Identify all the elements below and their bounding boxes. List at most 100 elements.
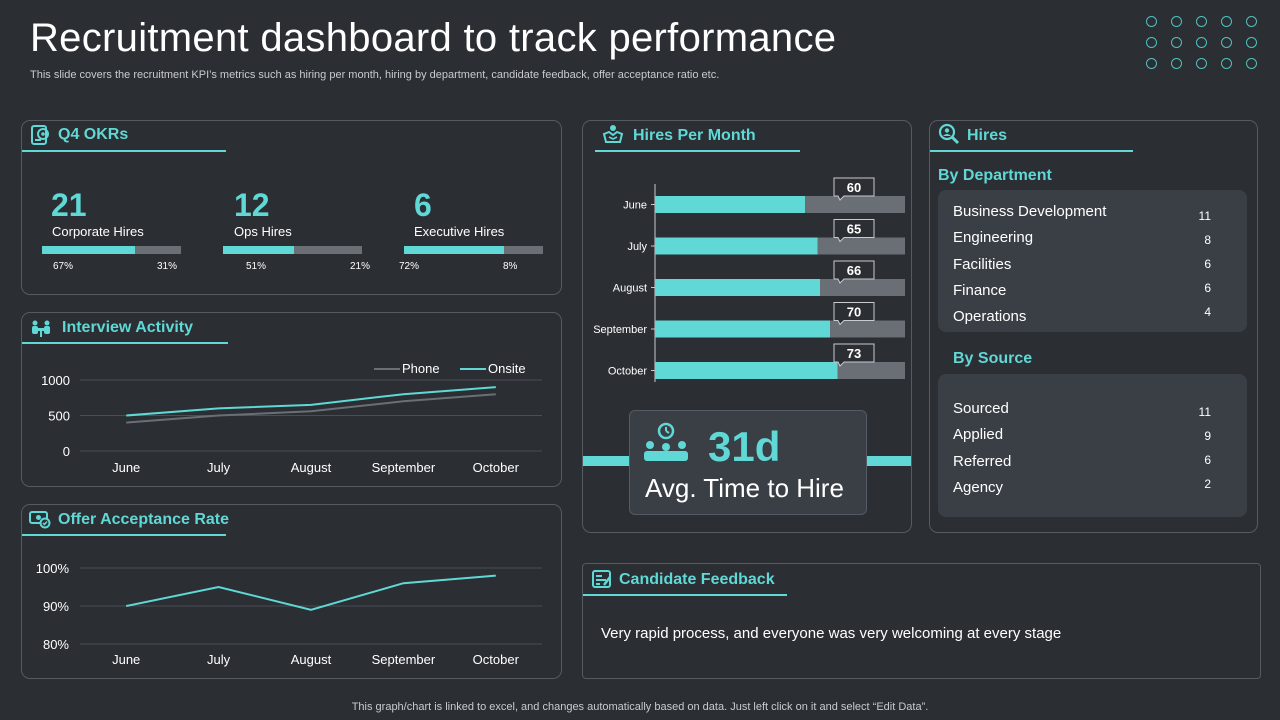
x-tick-label: August	[291, 460, 332, 475]
department-list: Business Development 11 Engineering 8 Fa…	[938, 190, 1247, 332]
offer-money-icon	[29, 511, 51, 529]
category-label: July	[627, 241, 647, 253]
avg-time-value: 31d	[708, 423, 781, 470]
data-label-callout	[833, 260, 875, 284]
y-tick-label: 500	[48, 409, 70, 424]
list-item-name: Referred	[953, 453, 1012, 470]
avg-time-label: Avg. Time to Hire	[645, 473, 844, 503]
list-item-value: 6	[1204, 281, 1211, 295]
hires-title-underline	[930, 150, 1133, 152]
category-label: June	[623, 200, 647, 212]
x-tick-label: October	[473, 460, 520, 475]
list-item-value: 8	[1204, 233, 1211, 247]
okr-progress-fill	[223, 246, 294, 254]
legend-label: Onsite	[488, 361, 526, 376]
list-item-value: 2	[1204, 477, 1211, 491]
bar	[655, 320, 830, 338]
page-title: Recruitment dashboard to track performan…	[30, 16, 837, 60]
x-tick-label: June	[112, 652, 140, 667]
list-item-value: 9	[1204, 429, 1211, 443]
x-tick-label: July	[207, 460, 231, 475]
y-tick-label: 1000	[41, 373, 70, 388]
hires-search-user-icon	[938, 123, 960, 145]
okr-left-pct: 72%	[399, 261, 420, 272]
data-label-callout	[833, 302, 875, 326]
list-item-name: Finance	[953, 282, 1007, 299]
okr-label: Executive Hires	[414, 224, 505, 239]
list-item-value: 11	[1198, 209, 1211, 223]
hires-handshake-icon	[602, 125, 624, 143]
feedback-title: Candidate Feedback	[619, 571, 775, 588]
data-label: 65	[847, 222, 861, 237]
list-item-value: 4	[1204, 305, 1211, 319]
okr-right-pct: 8%	[503, 261, 518, 272]
okr-progress-bar	[42, 246, 181, 254]
okrs-panel	[21, 120, 562, 295]
okr-target-icon	[31, 125, 49, 145]
avg-time-accent-left	[583, 456, 629, 466]
bar	[655, 279, 820, 296]
decorative-dots	[1146, 16, 1258, 72]
legend-label: Phone	[402, 361, 440, 376]
hires-month-chart: June 60 July 65 August 66 September 70 October 73	[593, 177, 905, 382]
feedback-text: Very rapid process, and everyone was ver…	[601, 625, 1062, 642]
y-tick-label: 90%	[43, 599, 69, 614]
offer-chart: 80% 90% 100% June July August September October	[36, 561, 542, 667]
okr-progress-bar	[223, 246, 362, 254]
category-label: October	[608, 366, 647, 378]
okrs-title: Q4 OKRs	[58, 126, 129, 143]
footer-note: This graph/chart is linked to excel, and…	[351, 701, 929, 713]
interview-chart: 0 500 1000 June July August September October Ph…	[41, 361, 542, 475]
list-item-name: Facilities	[953, 256, 1012, 273]
series-line	[125, 574, 496, 611]
data-label: 60	[847, 180, 861, 195]
okr-label: Ops Hires	[234, 224, 292, 239]
okr-progress-fill	[42, 246, 136, 254]
by-department-title: By Department	[938, 167, 1052, 184]
source-list: Sourced 11 Applied 9 Referred 6 Agency 2	[938, 374, 1247, 517]
okr-right-pct: 31%	[157, 261, 178, 272]
x-tick-label: September	[372, 652, 436, 667]
data-label: 66	[847, 263, 861, 278]
interview-title-underline	[22, 342, 228, 344]
hires-month-title: Hires Per Month	[633, 127, 756, 144]
okr-value: 12	[234, 187, 270, 223]
x-tick-label: August	[291, 652, 332, 667]
category-label: September	[593, 324, 647, 336]
okr-progress-fill	[404, 246, 505, 254]
okr-right-pct: 21%	[350, 261, 371, 272]
list-item-name: Business Development	[953, 203, 1107, 220]
list-item-name: Engineering	[953, 229, 1034, 246]
list-item-name: Agency	[953, 479, 1004, 496]
okrs-title-underline	[22, 150, 226, 152]
category-label: August	[613, 283, 647, 295]
feedback-title-underline	[583, 594, 787, 596]
okr-left-pct: 67%	[53, 261, 74, 272]
okr-value: 21	[51, 187, 87, 223]
list-item-value: 6	[1204, 453, 1211, 467]
okr-label: Corporate Hires	[52, 224, 144, 239]
list-item-name: Applied	[953, 426, 1004, 443]
interview-people-icon	[32, 320, 50, 337]
list-item-value: 11	[1198, 405, 1211, 419]
avg-time-team-icon	[644, 422, 688, 461]
x-tick-label: July	[207, 652, 231, 667]
okr-left-pct: 51%	[246, 261, 267, 272]
offer-panel	[21, 504, 562, 679]
page-subtitle: This slide covers the recruitment KPI’s …	[30, 69, 720, 81]
avg-time-accent-right	[867, 456, 911, 466]
hires-title: Hires	[967, 127, 1008, 144]
x-tick-label: June	[112, 460, 140, 475]
y-tick-label: 0	[63, 444, 70, 459]
y-tick-label: 100%	[36, 561, 70, 576]
offer-title: Offer Acceptance Rate	[58, 511, 230, 528]
by-source-title: By Source	[953, 350, 1033, 367]
series-line-phone	[126, 393, 496, 424]
data-label: 73	[847, 346, 861, 361]
data-label-callout	[833, 343, 875, 367]
offer-title-underline	[22, 534, 226, 536]
okr-progress-bar	[404, 246, 543, 254]
hires-month-title-underline	[595, 150, 800, 152]
data-label: 70	[847, 305, 861, 320]
x-tick-label: September	[372, 460, 436, 475]
